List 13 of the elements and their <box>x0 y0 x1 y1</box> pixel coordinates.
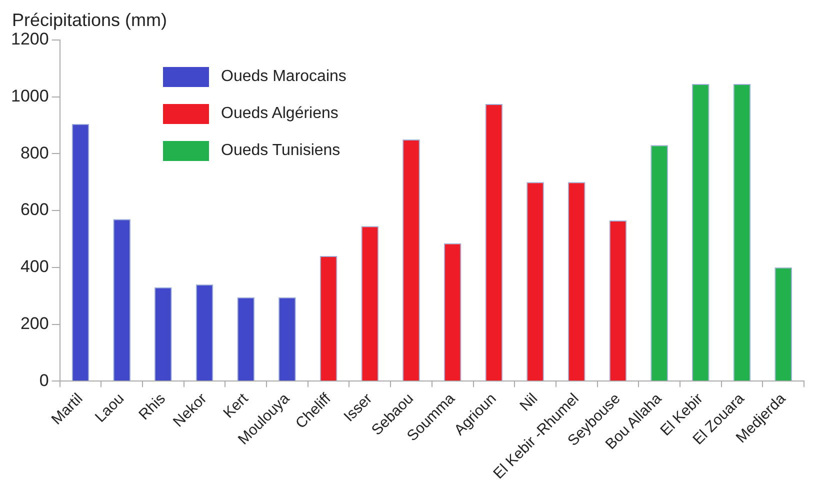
y-tick-label: 400 <box>20 257 49 276</box>
y-axis-title: Précipitations (mm) <box>12 10 168 31</box>
x-tick-label: Rhis <box>136 390 169 424</box>
y-tick-label: 600 <box>20 200 49 220</box>
y-tick-label: 1000 <box>10 86 49 106</box>
y-tick-label: 1200 <box>10 30 49 49</box>
x-tick-label: Nil <box>516 390 542 415</box>
y-tick-label: 800 <box>20 143 49 162</box>
y-tick-label: 0 <box>39 370 49 390</box>
y-tick-label: 200 <box>20 314 49 333</box>
legend-label: Oueds Tunisiens <box>221 142 340 160</box>
legend-label: Oueds Marocains <box>221 68 346 86</box>
legend-label: Oueds Algériens <box>221 104 338 122</box>
